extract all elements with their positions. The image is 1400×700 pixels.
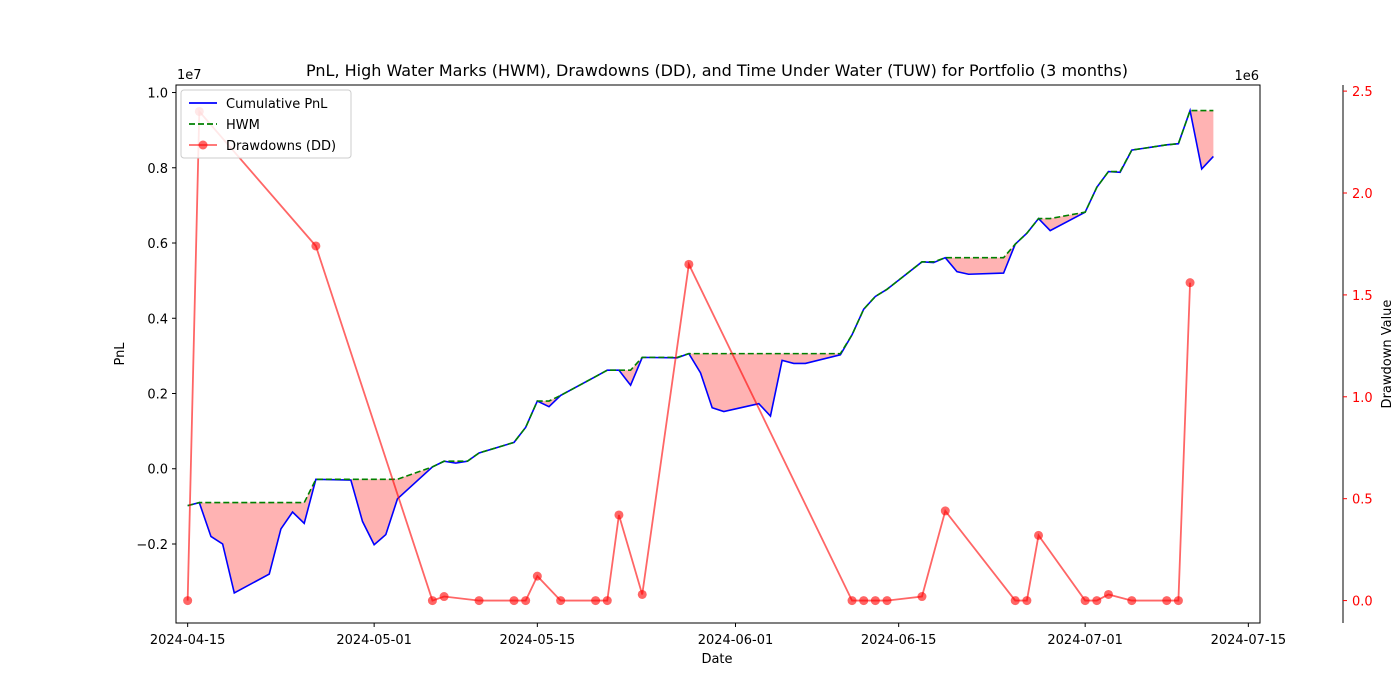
- cumulative-pnl-line: [187, 107, 1214, 595]
- drawdown-point: [1010, 596, 1020, 606]
- x-axis: 2024-04-15 2024-05-01 2024-05-15 2024-06-01…: [150, 623, 1286, 648]
- legend-dd-label: Drawdowns (DD): [226, 139, 336, 154]
- drawdown-point: [847, 596, 857, 606]
- y-tick-label: 0.4: [147, 312, 168, 327]
- drawdown-point: [591, 596, 601, 606]
- legend-pnl-label: Cumulative PnL: [226, 97, 328, 112]
- x-axis-label: Date: [701, 652, 732, 667]
- y2-tick-label: 2.5: [1352, 85, 1373, 100]
- drawdown-point: [556, 596, 566, 606]
- drawdown-point: [521, 596, 531, 606]
- y2-tick-label: 0.5: [1352, 493, 1373, 508]
- drawdown-point: [1080, 596, 1090, 606]
- x-tick-label: 2024-06-01: [698, 633, 774, 648]
- y-tick-label: 0.2: [147, 388, 168, 403]
- drawdown-point: [532, 571, 542, 581]
- drawdown-point: [940, 506, 950, 516]
- drawdown-point: [1092, 596, 1102, 606]
- drawdown-point: [859, 596, 869, 606]
- legend: Cumulative PnL HWM Drawdowns (DD): [180, 89, 352, 159]
- drawdown-point: [1103, 589, 1113, 599]
- y2-tick-label: 1.5: [1352, 289, 1373, 304]
- x-tick-label: 2024-07-01: [1047, 633, 1123, 648]
- drawdown-point: [474, 596, 484, 606]
- y-axis-right: 0.0 0.5 1.0 1.5 2.0 2.5: [1342, 85, 1373, 623]
- y-axis-offset-text: 1e7: [177, 68, 202, 83]
- drawdown-point: [1022, 596, 1032, 606]
- drawdown-point: [1185, 278, 1195, 288]
- drawdown-point: [1127, 596, 1137, 606]
- legend-dd-marker: [198, 140, 208, 150]
- y-axis-left: −0.2 0.0 0.2 0.4 0.6 0.8 1.0: [136, 87, 176, 553]
- drawdown-point: [917, 592, 927, 602]
- drawdown-point: [439, 592, 449, 602]
- drawdown-point: [684, 259, 694, 269]
- drawdown-point: [1162, 596, 1172, 606]
- drawdown-point: [637, 589, 647, 599]
- drawdown-point: [602, 596, 612, 606]
- plot-frame: [175, 84, 1261, 624]
- x-tick-label: 2024-05-01: [336, 633, 412, 648]
- y2-axis-offset-text: 1e6: [1234, 69, 1259, 84]
- y2-tick-label: 2.0: [1352, 187, 1373, 202]
- drawdown-point: [882, 596, 892, 606]
- drawdown-point: [1173, 596, 1183, 606]
- drawdown-point: [1034, 530, 1044, 540]
- y-tick-label: 1.0: [147, 87, 168, 102]
- drawdown-point: [870, 596, 880, 606]
- y2-axis-label: Drawdown Value: [1380, 300, 1395, 409]
- y2-tick-label: 1.0: [1352, 391, 1373, 406]
- drawdown-point: [183, 596, 193, 606]
- legend-hwm-label: HWM: [226, 118, 260, 133]
- x-tick-label: 2024-05-15: [500, 633, 576, 648]
- y2-tick-label: 0.0: [1352, 595, 1373, 610]
- y-tick-label: 0.8: [147, 162, 168, 177]
- y-tick-label: 0.0: [147, 463, 168, 478]
- series-layer: [183, 106, 1214, 606]
- drawdown-point: [614, 510, 624, 520]
- x-tick-label: 2024-06-15: [861, 633, 937, 648]
- hwm-line: [187, 109, 1214, 507]
- y-tick-label: −0.2: [136, 538, 168, 553]
- drawdown-point: [509, 596, 519, 606]
- y-axis-label: PnL: [113, 342, 128, 366]
- x-tick-label: 2024-04-15: [150, 633, 226, 648]
- chart-title: PnL, High Water Marks (HWM), Drawdowns (…: [306, 61, 1128, 80]
- legend-box: [180, 89, 352, 159]
- drawdown-point: [311, 241, 321, 251]
- y-tick-label: 0.6: [147, 237, 168, 252]
- drawdown-point: [427, 596, 437, 606]
- x-tick-label: 2024-07-15: [1211, 633, 1287, 648]
